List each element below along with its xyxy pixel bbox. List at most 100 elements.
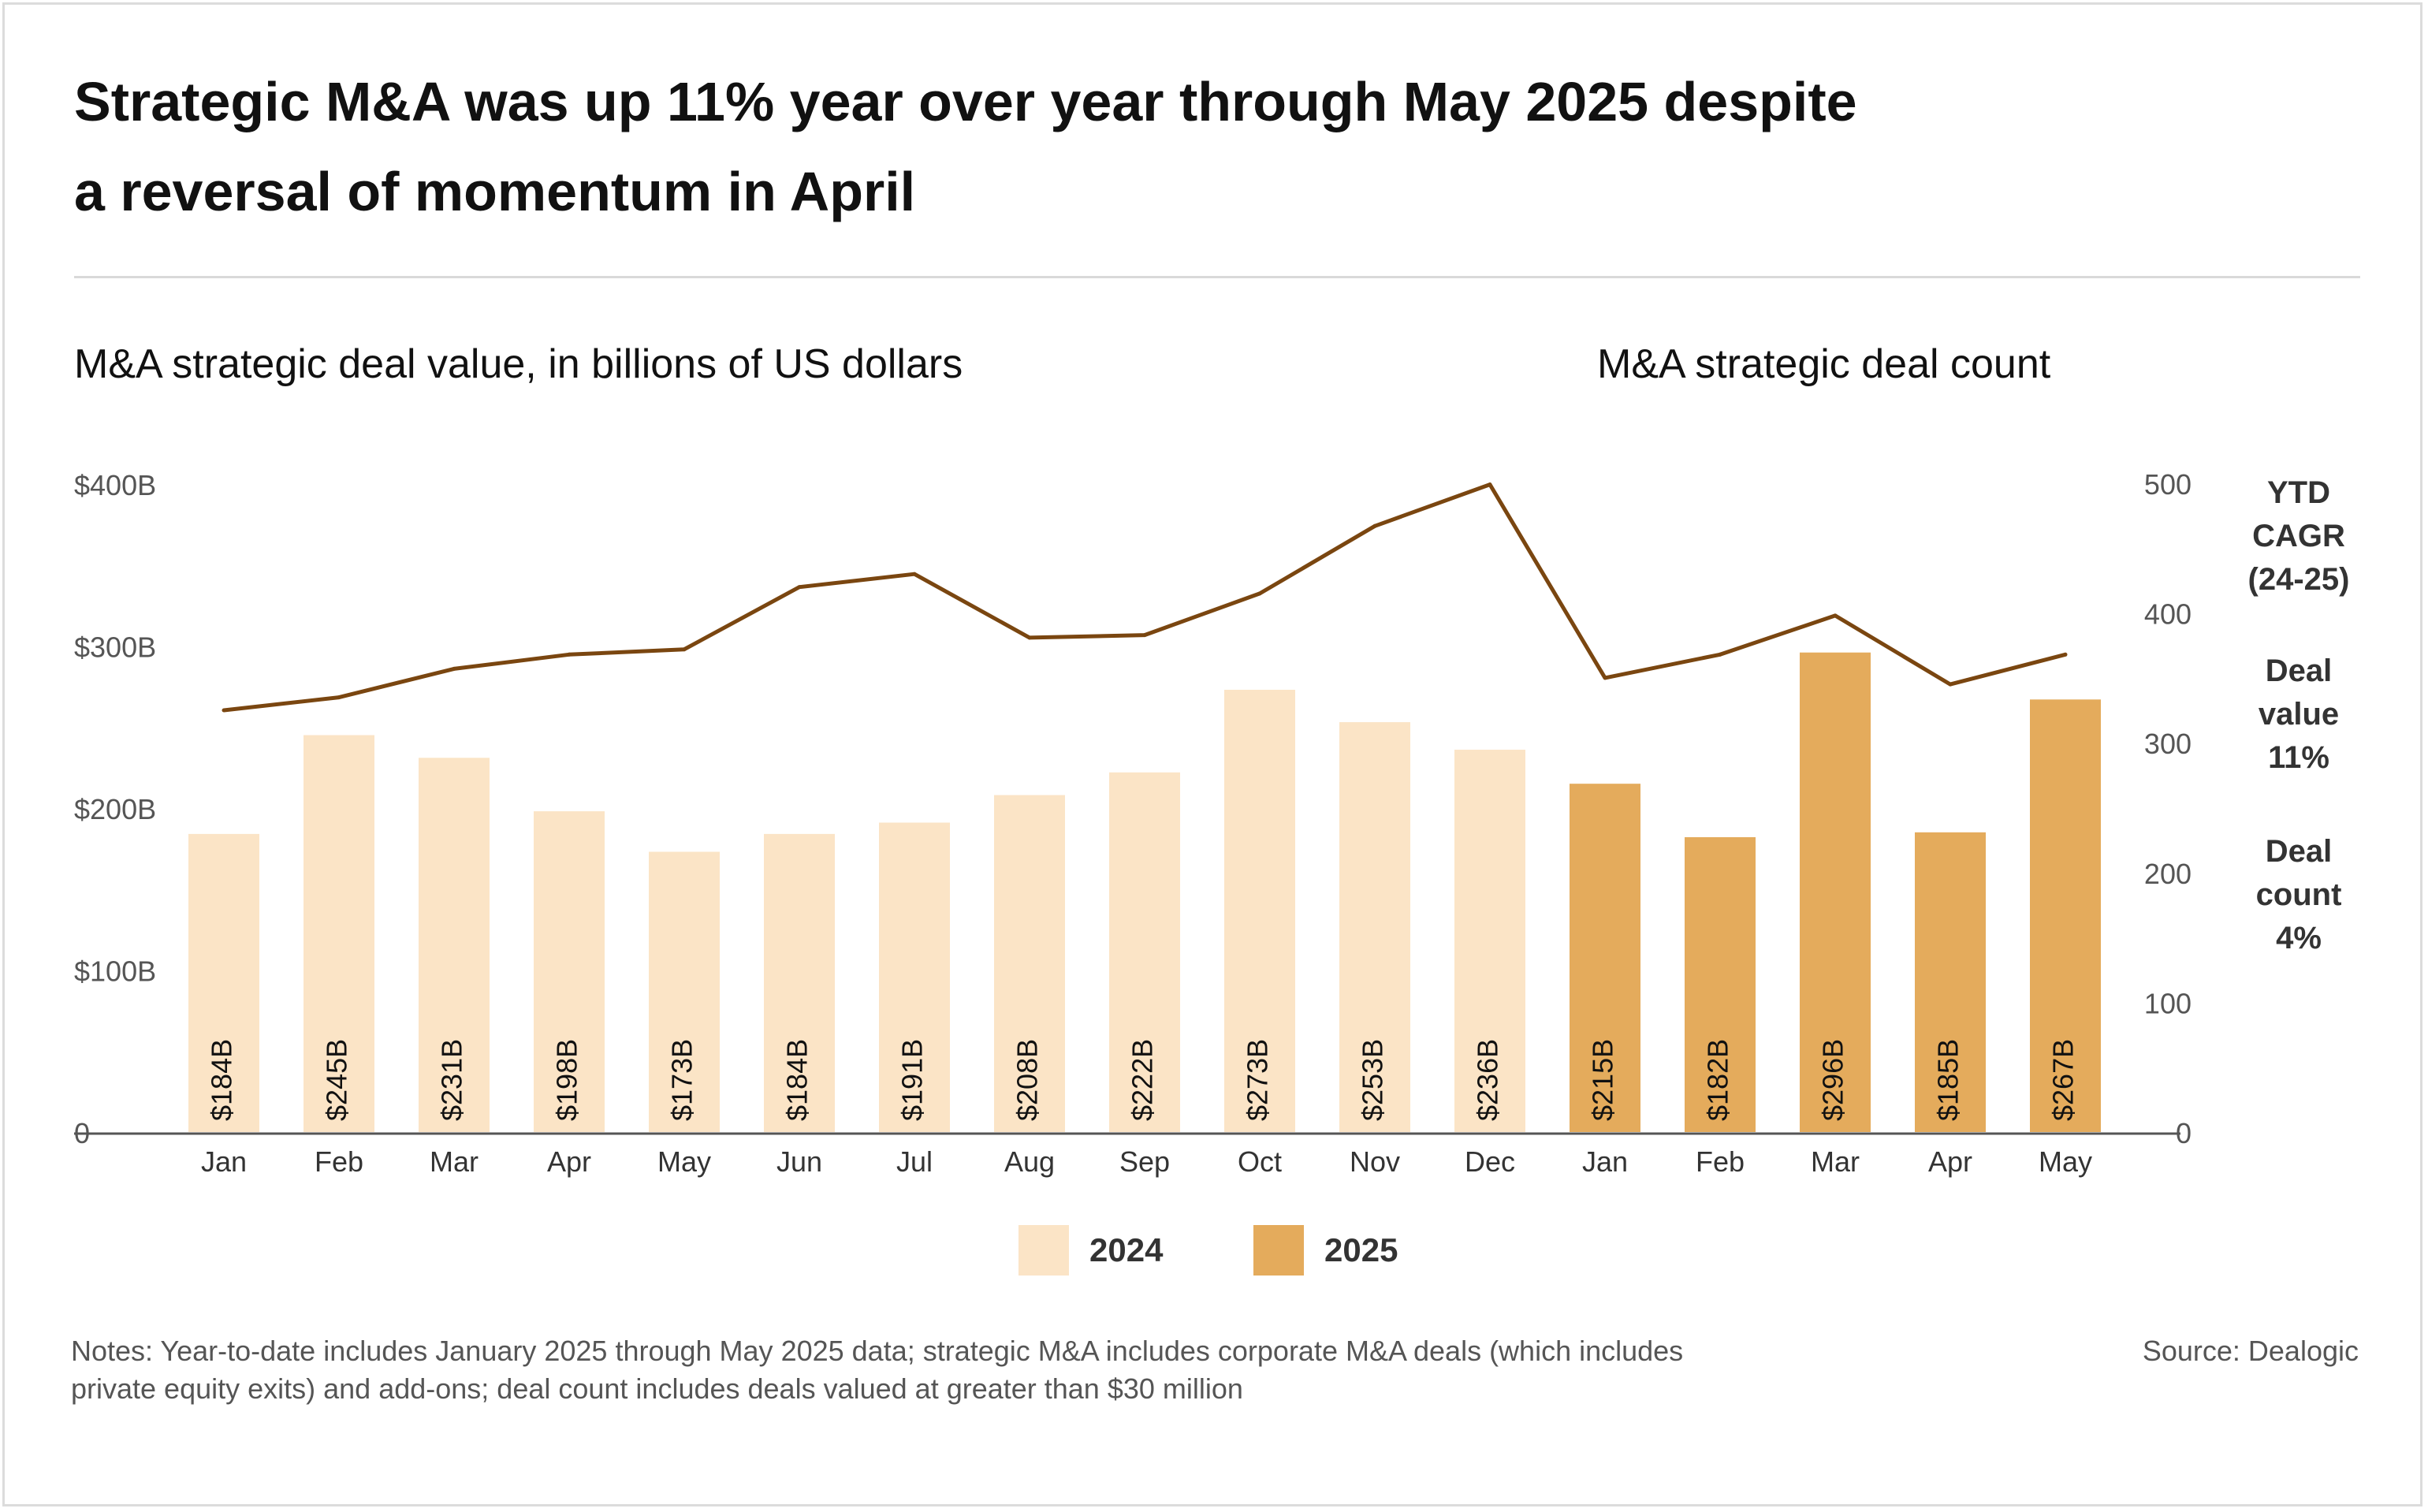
x-axis-tick-label: Apr [547,1145,591,1178]
x-axis-tick-label: Jun [776,1145,822,1178]
left-axis-tick-label: $400B [74,469,156,501]
bar-value-label: $184B [206,1039,238,1121]
title-line-1: Strategic M&A was up 11% year over year … [74,71,1857,132]
right-axis-tick-label: 0 [2176,1117,2192,1149]
bar [1570,784,1640,1132]
x-axis-tick-label: Feb [1696,1145,1745,1178]
bar-value-label: $222B [1126,1039,1159,1121]
deal-value-cagr: Deal value 11% [2232,650,2365,780]
deal-count-point [1372,523,1377,528]
x-axis-tick-label: Mar [1811,1145,1860,1178]
deal-count-point [1142,633,1147,638]
left-axis-tick-label: $100B [74,955,156,988]
bar-data-labels: $184B $245B $231B $198B $173B $184B $191B $208B… [206,1039,2080,1121]
deal-count-point [1603,676,1607,680]
line-series-deal-count [222,482,2068,713]
bar-value-label: $215B [1587,1039,1619,1121]
legend-label-2024: 2024 [1089,1231,1164,1268]
bar-value-label: $185B [1932,1039,1964,1121]
deal-count-point [797,585,802,590]
deal-value-cagr-line: 11% [2268,740,2329,775]
bar-value-label: $273B [1242,1039,1274,1121]
bar [2030,699,2101,1132]
bar-value-label: $236B [1472,1039,1504,1121]
bar-value-label: $208B [1011,1039,1044,1121]
bar-value-label: $296B [1817,1039,1849,1121]
bar [534,811,605,1132]
x-axis-tick-label: Apr [1928,1145,1972,1178]
deal-count-point [912,572,917,576]
ytd-cagr-header: YTD CAGR (24-25) [2232,471,2365,601]
legend-swatch-2025 [1253,1225,1304,1276]
right-axis-tick-label: 300 [2144,728,2192,760]
bar-value-label: $253B [1357,1039,1389,1121]
x-axis-tick-label: Mar [430,1145,479,1178]
deal-count-point [682,647,687,652]
x-axis-tick-label: Aug [1004,1145,1055,1178]
x-axis-labels: Jan Feb Mar Apr May Jun Jul Aug Sep Oct Nov Dec Jan F… [201,1145,2092,1178]
bar [1915,832,1986,1132]
ytd-cagr-header-line: YTD [2267,475,2330,510]
bar-value-label: $182B [1702,1039,1734,1121]
deal-count-point [1948,682,1953,687]
deal-count-point [452,666,456,671]
bar [1224,689,1295,1132]
legend-swatch-2024 [1018,1225,1069,1276]
title-divider [74,276,2360,278]
legend-item-2024: 2024 [1018,1225,1163,1276]
combo-chart: 0 $100B $200B $300B $400B 0 100 200 300 400 500 $… [74,468,2192,1178]
title-line-2: a reversal of momentum in April [74,161,916,222]
chart-notes: Notes: Year-to-date includes January 202… [71,1335,1684,1405]
deal-count-point [222,708,226,713]
bar [1109,772,1180,1132]
x-axis-tick-label: Jul [896,1145,933,1178]
deal-count-cagr: Deal count 4% [2232,830,2365,960]
deal-count-point [567,652,572,657]
right-axis-tick-label: 100 [2144,987,2192,1019]
x-axis-tick-label: Feb [315,1145,363,1178]
bar [419,758,490,1132]
deal-value-cagr-line: value [2258,697,2340,732]
x-axis-tick-label: Dec [1465,1145,1515,1178]
bar-series-deal-value [188,652,2101,1132]
bar [994,795,1065,1132]
bar [1800,652,1871,1132]
x-axis-tick-label: Jan [201,1145,247,1178]
right-axis-tick-label: 500 [2144,468,2192,501]
right-axis: 0 100 200 300 400 500 [2144,468,2192,1149]
bar [304,735,374,1132]
deal-count-line [223,482,2066,713]
x-axis-tick-label: Nov [1350,1145,1400,1178]
bar [1339,722,1410,1132]
deal-count-point [1718,652,1722,657]
left-axis-tick-label: $300B [74,631,156,664]
deal-value-cagr-line: Deal [2265,654,2333,688]
deal-count-point [337,695,341,700]
bar [1685,836,1756,1132]
deal-count-point [2063,652,2068,657]
deal-count-point [1833,613,1838,618]
deal-count-cagr-line: 4% [2276,921,2322,955]
right-axis-tick-label: 400 [2144,598,2192,631]
deal-count-subtitle: M&A strategic deal count [1597,341,2051,387]
deal-count-point [1488,482,1492,487]
x-axis-tick-label: May [2039,1145,2092,1178]
ytd-cagr-header-line: (24-25) [2247,562,2350,597]
bar-value-label: $231B [436,1039,468,1121]
bar-value-label: $173B [666,1039,698,1121]
x-axis-tick-label: Oct [1238,1145,1282,1178]
legend-item-2025: 2025 [1253,1225,1398,1276]
bar-value-label: $267B [2047,1039,2080,1121]
bar-value-label: $191B [896,1039,929,1121]
deal-count-point [1257,591,1262,596]
bar-value-label: $184B [781,1039,814,1121]
bar [649,851,720,1132]
bar [188,833,259,1132]
deal-count-cagr-line: Deal [2265,834,2333,869]
bar [1454,750,1525,1132]
ytd-cagr-header-line: CAGR [2252,519,2345,553]
bar [879,822,950,1132]
x-axis-tick-label: May [657,1145,711,1178]
bar [764,833,835,1132]
